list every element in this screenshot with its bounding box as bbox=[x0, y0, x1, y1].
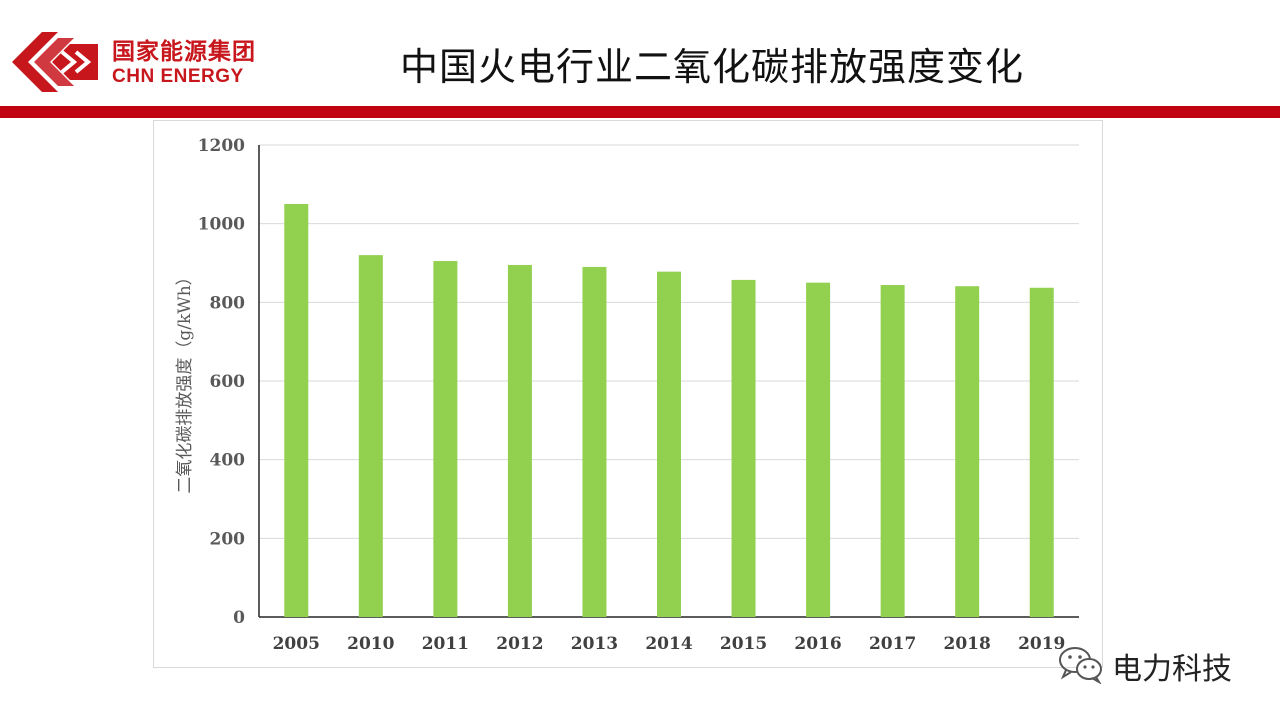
y-tick-label: 400 bbox=[210, 451, 246, 471]
bar-2010 bbox=[358, 255, 383, 617]
x-tick-label: 2005 bbox=[273, 634, 320, 654]
bar-2017 bbox=[880, 285, 905, 617]
y-tick-label: 1000 bbox=[198, 215, 245, 235]
x-tick-label: 2016 bbox=[794, 634, 841, 654]
y-axis-label: 二氧化碳排放强度（g/kWh） bbox=[175, 268, 195, 493]
y-tick-label: 0 bbox=[233, 608, 245, 628]
chart-frame: 0 200 400 600 800 1000 1200 2005 2010 2011 2012 201… bbox=[153, 120, 1103, 668]
wechat-watermark: 电力科技 bbox=[1058, 640, 1258, 688]
x-tick-label: 2014 bbox=[645, 634, 692, 654]
header-divider bbox=[0, 106, 1280, 118]
y-tick-label: 200 bbox=[210, 529, 246, 549]
wechat-icon bbox=[1059, 647, 1102, 684]
bar-2019 bbox=[1029, 287, 1054, 617]
bar-2016 bbox=[806, 282, 831, 617]
chn-energy-logo-icon bbox=[12, 32, 98, 92]
logo-english-name: CHN ENERGY bbox=[112, 66, 244, 87]
bar-2015 bbox=[731, 279, 756, 617]
bar-chart: 0 200 400 600 800 1000 1200 2005 2010 2011 2012 201… bbox=[175, 136, 1079, 654]
bar-2005 bbox=[284, 204, 309, 617]
x-tick-label: 2013 bbox=[571, 634, 618, 654]
y-tick-label: 800 bbox=[210, 293, 246, 313]
watermark-text: 电力科技 bbox=[1112, 652, 1232, 687]
x-tick-label: 2017 bbox=[869, 634, 916, 654]
chn-energy-logo: 国家能源集团 CHN ENERGY bbox=[12, 30, 302, 94]
logo-chinese-name: 国家能源集团 bbox=[112, 39, 256, 65]
x-tick-label: 2010 bbox=[347, 634, 394, 654]
page-title: 中国火电行业二氧化碳排放强度变化 bbox=[400, 45, 1025, 89]
x-tick-label: 2012 bbox=[496, 634, 543, 654]
bar-2013 bbox=[582, 266, 607, 617]
x-tick-label: 2019 bbox=[1018, 634, 1065, 654]
y-tick-label: 600 bbox=[210, 372, 246, 392]
bar-2011 bbox=[433, 261, 458, 617]
x-tick-label: 2018 bbox=[944, 634, 991, 654]
x-tick-label: 2015 bbox=[720, 634, 767, 654]
x-tick-label: 2011 bbox=[422, 634, 469, 654]
bar-2014 bbox=[657, 271, 681, 617]
bar-2012 bbox=[507, 264, 532, 617]
bar-2018 bbox=[955, 286, 980, 617]
y-tick-label: 1200 bbox=[198, 136, 245, 156]
